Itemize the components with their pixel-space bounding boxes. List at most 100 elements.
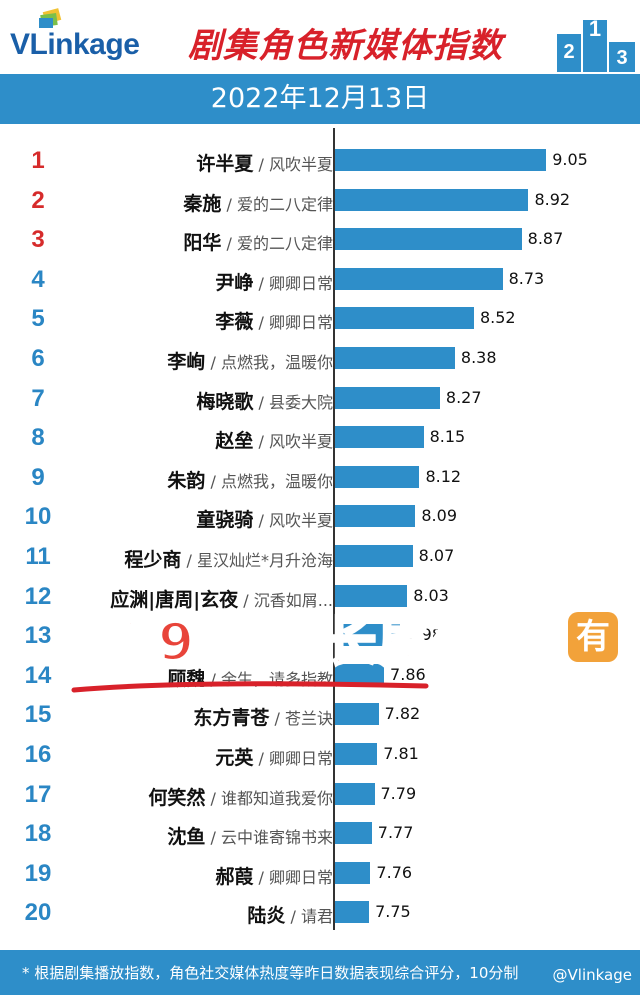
- value-label: 7.75: [375, 902, 411, 922]
- show-name: / 卿卿日常: [253, 867, 334, 887]
- row-label: 陆炎 / 请君: [247, 901, 333, 928]
- row-label: 许半夏 / 风吹半夏: [196, 149, 333, 176]
- row-label: 元英 / 卿卿日常: [215, 743, 333, 770]
- row-label: 秦施 / 爱的二八定律: [183, 189, 333, 216]
- row-label: 朱韵 / 点燃我，温暖你: [167, 466, 333, 493]
- badge-emoji: 有: [568, 612, 618, 662]
- show-name: / 爱的二八定律: [221, 234, 334, 254]
- chart-row: 12 应渊|唐周|玄夜 / 沉香如屑... 8.03: [0, 577, 640, 615]
- chart-row: 1 许半夏 / 风吹半夏 9.05: [0, 141, 640, 179]
- value-label: 8.27: [445, 387, 482, 407]
- rank-number: 6: [31, 345, 45, 372]
- red-underline-mark: [71, 681, 429, 693]
- value-bar: [335, 861, 371, 884]
- show-name: / 点燃我，温暖你: [205, 353, 334, 372]
- chart-row: 11 程少商 / 星汉灿烂*月升沧海 8.07: [0, 537, 640, 575]
- character-name: 东方青苍: [193, 707, 270, 730]
- rank-number: 19: [24, 859, 52, 887]
- character-name: 程少商: [124, 549, 182, 571]
- header: VLinkage 剧集角色新媒体指数 2 1 3: [0, 0, 640, 74]
- rank-number: 15: [24, 701, 52, 729]
- show-name: / 苍兰诀: [269, 709, 334, 729]
- chart-row: 3 阳华 / 爱的二八定律 8.87: [0, 220, 640, 258]
- show-name: / 风吹半夏: [253, 511, 334, 531]
- row-label: 程少商 / 星汉灿烂*月升沧海: [124, 545, 333, 572]
- value-label: 7.79: [380, 783, 417, 803]
- y-axis-line: [333, 128, 335, 930]
- podium-digit-2: 2: [563, 41, 574, 63]
- show-name: / 风吹半夏: [253, 155, 334, 174]
- podium-icon: 2 1 3: [557, 16, 635, 72]
- character-name: 应渊|唐周|玄夜: [110, 588, 239, 611]
- chart-row: 15 东方青苍 / 苍兰诀 7.82: [0, 695, 640, 733]
- rank-number: 2: [31, 186, 45, 214]
- chart-row: 17 何笑然 / 谁都知道我爱你 7.79: [0, 775, 640, 813]
- value-bar: [335, 307, 474, 330]
- character-name: 阳华: [183, 232, 222, 255]
- value-label: 7.86: [390, 664, 426, 684]
- rank-number: 3: [31, 226, 45, 254]
- show-name: / 谁都知道我爱你: [205, 788, 334, 808]
- value-label: 7.81: [383, 744, 419, 763]
- value-label: 7.77: [377, 823, 414, 843]
- rank-number: 1: [31, 147, 45, 174]
- chart-row: 4 尹峥 / 卿卿日常 8.73: [0, 260, 640, 298]
- value-bar: [335, 228, 522, 251]
- chart-row: 10 童骁骑 / 风吹半夏 8.09: [0, 497, 640, 535]
- character-name: 朱韵: [167, 469, 206, 492]
- show-name: / 风吹半夏: [253, 432, 334, 452]
- logo-icon: [39, 8, 62, 28]
- value-label: 8.52: [479, 308, 516, 328]
- chart-row: 13 7.98: [0, 616, 640, 654]
- rank-number: 4: [31, 265, 45, 293]
- row-label: 李峋 / 点燃我，温暖你: [167, 347, 333, 374]
- row-label: 东方青苍 / 苍兰诀: [193, 703, 333, 730]
- rank-number: 11: [25, 543, 51, 570]
- value-label: 8.12: [425, 466, 462, 486]
- value-bar: [335, 901, 370, 924]
- weibo-watermark: @Vlinkage: [552, 966, 632, 984]
- value-label: 8.15: [429, 427, 466, 447]
- value-bar: [335, 465, 420, 488]
- chart-row: 9 朱韵 / 点燃我，温暖你 8.12: [0, 458, 640, 496]
- chart-row: 8 赵垒 / 风吹半夏 8.15: [0, 418, 640, 456]
- show-name: / 点燃我，温暖你: [205, 471, 334, 491]
- chart-row: 18 沈鱼 / 云中谁寄锦书来 7.77: [0, 814, 640, 852]
- value-label: 7.76: [376, 862, 413, 882]
- show-name: / 请君: [285, 907, 334, 927]
- overlay-caption: 已播9个月 长尾效应: [48, 612, 541, 675]
- value-bar: [335, 822, 372, 845]
- value-label: 8.92: [534, 189, 571, 209]
- value-bar: [335, 663, 385, 686]
- chart-row: 7 梅晓歌 / 县委大院 8.27: [0, 379, 640, 417]
- footnote: * 根据剧集播放指数，角色社交媒体热度等昨日数据表现综合评分，10分制: [22, 964, 519, 982]
- show-name: / 卿卿日常: [253, 313, 334, 333]
- value-bar: [335, 743, 378, 765]
- value-label: 7.98: [406, 625, 443, 645]
- character-name: 尹峥: [215, 271, 254, 294]
- value-bar: [335, 386, 440, 409]
- rank-number: 18: [24, 820, 52, 848]
- podium-digit-3: 3: [616, 47, 627, 69]
- row-label: 阳华 / 爱的二八定律: [183, 228, 333, 255]
- character-name: 李薇: [215, 311, 254, 334]
- show-name: / 星汉灿烂*月升沧海: [181, 551, 334, 570]
- podium-digit-1: 1: [589, 16, 601, 41]
- show-name: / 卿卿日常: [253, 273, 334, 293]
- character-name: 许半夏: [196, 153, 254, 175]
- value-label: 8.03: [413, 585, 449, 605]
- value-bar: [335, 584, 408, 607]
- character-name: 李峋: [167, 351, 206, 373]
- row-label: 李薇 / 卿卿日常: [215, 307, 333, 334]
- rank-number: 7: [31, 384, 45, 412]
- value-bar: [335, 188, 529, 211]
- rank-number: 17: [24, 780, 52, 808]
- chart-row: 2 秦施 / 爱的二八定律 8.92: [0, 181, 640, 219]
- show-name: / 云中谁寄锦书来: [205, 828, 334, 848]
- rank-number: 20: [24, 899, 52, 927]
- value-label: 9.05: [552, 150, 588, 169]
- rank-number: 8: [31, 424, 45, 452]
- rank-number: 14: [24, 661, 52, 689]
- value-label: 7.82: [384, 704, 421, 724]
- show-name: / 县委大院: [253, 392, 334, 412]
